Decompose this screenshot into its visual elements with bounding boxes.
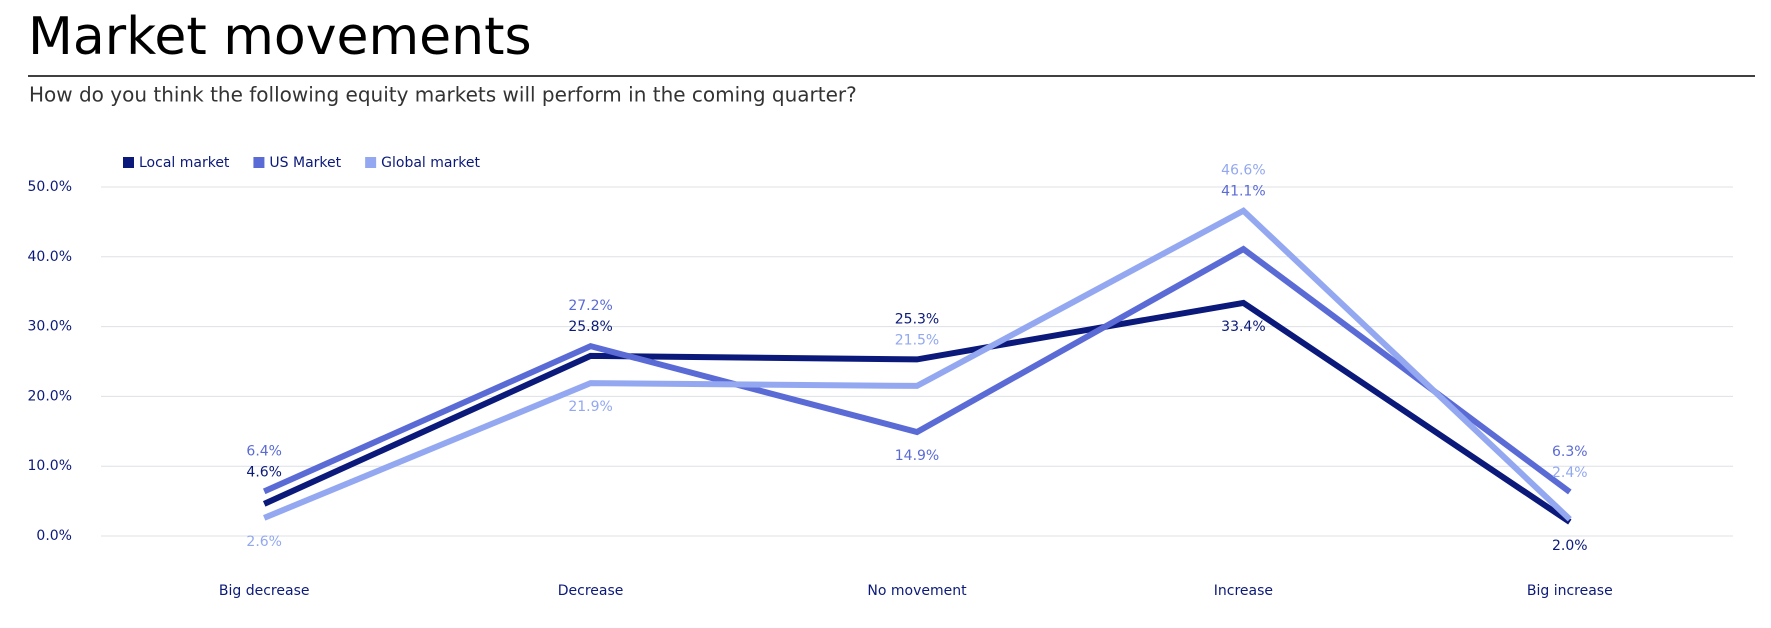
series-line bbox=[262, 245, 1572, 495]
data-label: 2.4% bbox=[1552, 465, 1588, 481]
data-label: 2.6% bbox=[246, 534, 282, 550]
y-tick-label: 0.0% bbox=[36, 528, 72, 544]
y-tick-label: 40.0% bbox=[28, 249, 72, 265]
x-tick-label: No movement bbox=[867, 583, 967, 599]
data-label: 21.5% bbox=[895, 332, 939, 348]
series-line bbox=[263, 207, 1572, 522]
data-label: 21.9% bbox=[568, 399, 612, 415]
x-tick-label: Big increase bbox=[1527, 583, 1613, 599]
data-label: 6.4% bbox=[246, 443, 282, 459]
data-label: 25.8% bbox=[568, 319, 612, 335]
data-label: 25.3% bbox=[895, 311, 939, 327]
legend-swatch bbox=[123, 157, 134, 168]
legend-swatch bbox=[365, 157, 377, 168]
y-tick-label: 50.0% bbox=[28, 179, 72, 195]
data-label: 46.6% bbox=[1221, 163, 1265, 179]
series-line bbox=[262, 299, 1572, 525]
data-label: 41.1% bbox=[1221, 184, 1265, 200]
legend-swatch bbox=[253, 157, 265, 168]
legend-label: Local market bbox=[139, 155, 230, 171]
data-label: 4.6% bbox=[246, 464, 282, 480]
chart-subtitle: How do you think the following equity ma… bbox=[29, 83, 857, 107]
data-label: 2.0% bbox=[1552, 538, 1588, 554]
data-label: 33.4% bbox=[1221, 319, 1265, 335]
y-tick-label: 30.0% bbox=[28, 319, 72, 335]
y-tick-label: 20.0% bbox=[28, 388, 72, 404]
y-tick-label: 10.0% bbox=[28, 458, 72, 474]
x-tick-label: Increase bbox=[1214, 583, 1273, 599]
x-tick-label: Big decrease bbox=[219, 583, 310, 599]
data-label: 27.2% bbox=[568, 298, 612, 314]
data-label: 14.9% bbox=[895, 448, 939, 464]
chart-title: Market movements bbox=[28, 7, 532, 67]
legend-label: Global market bbox=[381, 155, 480, 171]
data-label: 6.3% bbox=[1552, 444, 1588, 460]
legend-label: US Market bbox=[269, 155, 341, 171]
x-tick-label: Decrease bbox=[558, 583, 624, 599]
